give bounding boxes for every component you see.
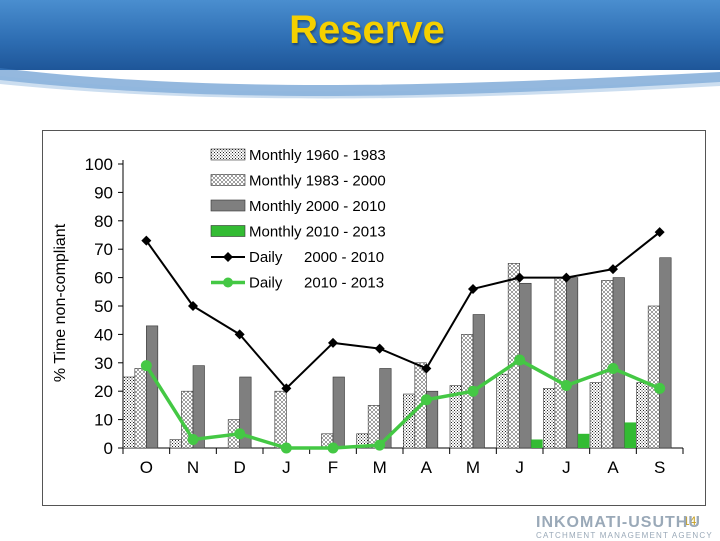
x-tick-label: A bbox=[421, 458, 433, 477]
plot-area: 0 10 20 30 40 50 60 70 80 90 100 O N D J F M A M J J A S bbox=[85, 155, 684, 477]
data-point bbox=[607, 362, 619, 374]
y-tick-label: 0 bbox=[104, 439, 113, 458]
x-tick-label: M bbox=[373, 458, 387, 477]
legend-label: Monthly 2000 - 2010 bbox=[249, 198, 386, 215]
legend-marker bbox=[223, 252, 233, 262]
legend-period: 2000 - 2010 bbox=[304, 249, 384, 266]
x-tick-label: O bbox=[140, 458, 153, 477]
legend-period: 2010 - 2013 bbox=[304, 275, 384, 292]
data-point bbox=[374, 439, 386, 451]
x-tick-label: J bbox=[282, 458, 291, 477]
y-tick-label: 70 bbox=[94, 240, 113, 259]
slide-title: Reserve bbox=[289, 8, 445, 52]
bar bbox=[636, 382, 649, 449]
legend-marker bbox=[223, 277, 233, 288]
legend-label: Daily bbox=[249, 249, 283, 266]
legend-label: Monthly 1960 - 1983 bbox=[249, 147, 386, 164]
y-tick-label: 50 bbox=[94, 297, 113, 316]
bar bbox=[543, 388, 556, 449]
bar bbox=[647, 305, 660, 449]
data-point bbox=[467, 385, 479, 397]
series-line bbox=[145, 231, 661, 390]
data-point bbox=[140, 360, 152, 372]
bar bbox=[577, 433, 590, 448]
data-point bbox=[421, 363, 432, 374]
y-axis-label: % Time non-compliant bbox=[52, 223, 69, 382]
data-point bbox=[187, 433, 199, 445]
x-tick-label: A bbox=[607, 458, 619, 477]
x-tick-label: J bbox=[562, 458, 571, 477]
data-point bbox=[608, 264, 618, 275]
compliance-chart: % Time non-compliant 0 10 20 30 40 50 60 70 80 90… bbox=[52, 147, 684, 477]
logo-subtitle: CATCHMENT MANAGEMENT AGENCY bbox=[536, 531, 713, 540]
legend-label: Monthly 1983 - 2000 bbox=[249, 173, 386, 190]
bar bbox=[472, 314, 485, 449]
y-tick-label: 40 bbox=[94, 325, 113, 344]
x-tick-label: J bbox=[515, 458, 524, 477]
x-tick-label: S bbox=[654, 458, 665, 477]
bar bbox=[239, 376, 252, 449]
data-point bbox=[280, 442, 292, 454]
bar bbox=[589, 382, 602, 449]
y-tick-label: 80 bbox=[94, 212, 113, 231]
data-point bbox=[234, 428, 246, 440]
bar bbox=[659, 257, 672, 449]
slide-header bbox=[0, 0, 720, 70]
legend-label: Monthly 2010 - 2013 bbox=[249, 224, 386, 241]
data-point bbox=[514, 272, 525, 283]
y-tick-label: 10 bbox=[94, 411, 113, 430]
x-tick-label: D bbox=[234, 458, 246, 477]
data-point bbox=[560, 380, 572, 392]
data-point bbox=[188, 301, 198, 311]
bar bbox=[612, 277, 625, 449]
bar bbox=[554, 277, 567, 449]
y-tick-label: 90 bbox=[94, 183, 113, 202]
data-point bbox=[420, 394, 432, 406]
bar bbox=[566, 277, 579, 449]
legend-swatch bbox=[210, 148, 246, 161]
data-point bbox=[327, 442, 339, 454]
series-line bbox=[144, 358, 661, 450]
bar bbox=[496, 373, 509, 449]
data-point bbox=[328, 337, 338, 348]
legend-swatch bbox=[210, 199, 246, 212]
bar bbox=[146, 325, 159, 449]
x-tick-label: F bbox=[328, 458, 338, 477]
bar bbox=[123, 376, 136, 449]
bar bbox=[379, 368, 392, 449]
y-tick-label: 30 bbox=[94, 354, 113, 373]
agency-logo: INKOMATI-USUTHU CATCHMENT MANAGEMENT AGE… bbox=[536, 514, 720, 541]
legend-swatch bbox=[210, 174, 246, 186]
chart-frame: % Time non-compliant 0 10 20 30 40 50 60 70 80 90… bbox=[42, 130, 706, 506]
legend-swatch bbox=[210, 225, 246, 237]
y-tick-label: 100 bbox=[85, 155, 113, 174]
bar bbox=[624, 422, 636, 448]
data-point bbox=[514, 354, 526, 366]
bar bbox=[134, 368, 147, 449]
x-tick-label: N bbox=[187, 458, 199, 477]
data-point bbox=[374, 343, 385, 354]
data-point bbox=[234, 329, 245, 340]
y-tick-label: 60 bbox=[94, 269, 113, 288]
legend-label: Daily bbox=[249, 275, 283, 292]
data-point bbox=[561, 272, 572, 283]
bar bbox=[332, 376, 345, 449]
data-point bbox=[281, 383, 292, 394]
data-point bbox=[654, 382, 666, 394]
x-tick-label: M bbox=[466, 458, 480, 477]
header-swoosh bbox=[0, 68, 720, 99]
logo-name: INKOMATI-USUTHU bbox=[536, 514, 701, 531]
data-point bbox=[141, 235, 152, 246]
data-point bbox=[468, 283, 478, 294]
data-point bbox=[654, 227, 665, 238]
bar bbox=[531, 439, 543, 448]
bar bbox=[169, 439, 182, 449]
y-tick-label: 20 bbox=[94, 382, 113, 401]
chart-legend: Monthly 1960 - 1983 Monthly 1983 - 2000 Mo… bbox=[210, 147, 386, 292]
bar bbox=[192, 365, 205, 449]
page-number: 14 bbox=[683, 514, 697, 528]
bar bbox=[426, 390, 439, 449]
bar bbox=[274, 390, 287, 449]
